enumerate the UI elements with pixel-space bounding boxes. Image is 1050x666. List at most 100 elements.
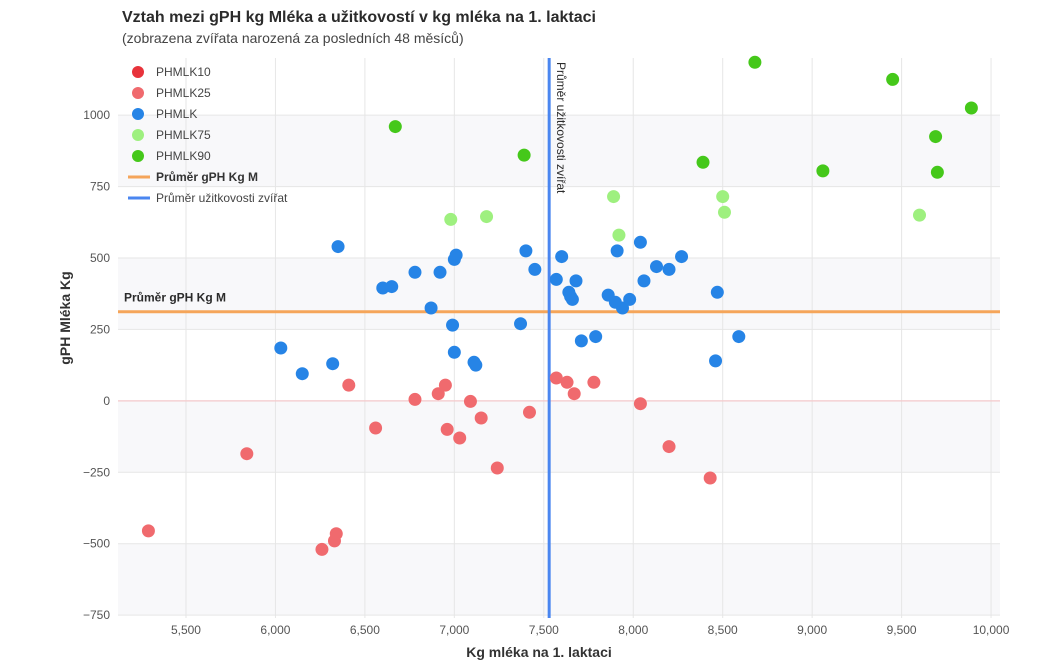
point-phmlk25 — [633, 397, 647, 411]
point-phmlk — [710, 285, 724, 299]
point-phmlk75 — [912, 208, 926, 222]
plot-band — [118, 115, 1000, 187]
point-phmlk25 — [342, 378, 356, 392]
plot-band — [118, 400, 1000, 473]
point-phmlk75 — [717, 205, 731, 219]
y-tick-label: −250 — [83, 465, 110, 479]
point-phmlk — [732, 330, 746, 344]
point-phmlk — [326, 357, 340, 371]
point-phmlk25 — [408, 392, 422, 406]
x-tick-label: 9,500 — [887, 623, 917, 637]
y-axis-ticks: −750 −500 −250 0 250 500 750 1000 — [83, 108, 110, 622]
point-phmlk25 — [560, 375, 574, 389]
chart-title: Vztah mezi gPH kg Mléka a užitkovostí v … — [122, 9, 596, 26]
point-phmlk — [555, 250, 569, 264]
point-phmlk — [709, 354, 723, 368]
point-phmlk75 — [716, 190, 730, 204]
x-tick-label: 8,000 — [618, 623, 648, 637]
y-tick-label: 0 — [103, 394, 110, 408]
legend-line-label: Průměr gPH Kg M — [156, 170, 258, 184]
point-phmlk — [574, 334, 588, 348]
legend-marker-phmlk — [132, 108, 144, 120]
point-phmlk — [565, 292, 579, 306]
point-phmlk25 — [141, 524, 155, 538]
point-phmlk — [331, 240, 345, 254]
point-phmlk25 — [438, 378, 452, 392]
x-tick-label: 5,500 — [171, 623, 201, 637]
plot-band — [118, 543, 1000, 616]
point-phmlk90 — [929, 130, 943, 144]
point-phmlk90 — [517, 148, 531, 162]
x-axis-title: Kg mléka na 1. laktaci — [466, 644, 612, 660]
x-tick-label: 6,500 — [350, 623, 380, 637]
legend-marker-phmlk10 — [132, 66, 144, 78]
point-phmlk — [385, 280, 399, 294]
point-phmlk25 — [240, 447, 254, 461]
point-phmlk90 — [388, 120, 402, 134]
point-phmlk — [549, 272, 563, 286]
avg-yield-line-label: Průměr užitkovosti zvířat — [554, 62, 568, 194]
point-phmlk25 — [440, 422, 454, 436]
point-phmlk75 — [480, 210, 494, 224]
point-phmlk — [408, 265, 422, 279]
legend-marker-phmlk90 — [132, 150, 144, 162]
point-phmlk25 — [369, 421, 383, 435]
point-phmlk25 — [567, 387, 581, 401]
point-phmlk — [616, 301, 630, 315]
y-tick-label: −500 — [83, 537, 110, 551]
x-tick-label: 8,500 — [708, 623, 738, 637]
gridlines — [118, 58, 1000, 618]
x-tick-label: 7,000 — [439, 623, 469, 637]
point-phmlk — [675, 250, 689, 264]
point-phmlk25 — [315, 542, 329, 556]
y-tick-label: 750 — [90, 180, 110, 194]
point-phmlk — [633, 235, 647, 249]
data-points — [141, 55, 978, 556]
point-phmlk — [447, 345, 461, 359]
legend-label-phmlk75: PHMLK75 — [156, 128, 211, 142]
point-phmlk25 — [703, 471, 717, 485]
point-phmlk90 — [930, 165, 944, 179]
x-tick-label: 6,000 — [260, 623, 290, 637]
point-phmlk — [610, 244, 624, 258]
point-phmlk25 — [453, 431, 467, 445]
point-phmlk — [274, 341, 288, 355]
point-phmlk25 — [587, 375, 601, 389]
legend-label-phmlk10: PHMLK10 — [156, 65, 211, 79]
y-tick-label: 500 — [90, 251, 110, 265]
point-phmlk — [433, 265, 447, 279]
point-phmlk90 — [964, 101, 978, 115]
plot-background — [118, 115, 1000, 616]
point-phmlk — [449, 248, 463, 262]
legend-line-label: Průměr užitkovosti zvířat — [156, 191, 288, 205]
point-phmlk — [514, 317, 528, 331]
y-tick-label: 250 — [90, 322, 110, 336]
point-phmlk75 — [612, 228, 626, 242]
chart-subtitle: (zobrazena zvířata narozená za posledníc… — [122, 30, 464, 46]
point-phmlk — [637, 274, 651, 288]
point-phmlk — [662, 262, 676, 276]
point-phmlk25 — [490, 461, 504, 475]
x-tick-label: 9,000 — [797, 623, 827, 637]
point-phmlk90 — [748, 55, 762, 69]
point-phmlk25 — [474, 411, 488, 425]
x-axis-ticks: 5,500 6,000 6,500 7,000 7,500 8,000 8,500 9,000… — [171, 623, 1010, 637]
point-phmlk75 — [607, 190, 621, 204]
legend-marker-phmlk25 — [132, 87, 144, 99]
point-phmlk25 — [662, 440, 676, 454]
x-tick-label: 10,000 — [973, 623, 1010, 637]
legend-label-phmlk90: PHMLK90 — [156, 149, 211, 163]
reference-lines: Průměr gPH Kg M Průměr užitkovosti zvířat — [118, 58, 1000, 618]
point-phmlk25 — [431, 387, 445, 401]
y-tick-label: −750 — [83, 608, 110, 622]
point-phmlk25 — [463, 394, 477, 408]
legend[interactable]: PHMLK10 PHMLK25 PHMLK PHMLK75 PHMLK90 Průměr … — [128, 65, 288, 205]
y-axis-title: gPH Mléka Kg — [57, 271, 73, 364]
legend-marker-phmlk75 — [132, 129, 144, 141]
legend-label-phmlk: PHMLK — [156, 107, 197, 121]
point-phmlk — [528, 262, 542, 276]
x-tick-label: 7,500 — [529, 623, 559, 637]
point-phmlk — [469, 358, 483, 372]
y-tick-label: 1000 — [83, 108, 110, 122]
point-phmlk — [623, 292, 637, 306]
